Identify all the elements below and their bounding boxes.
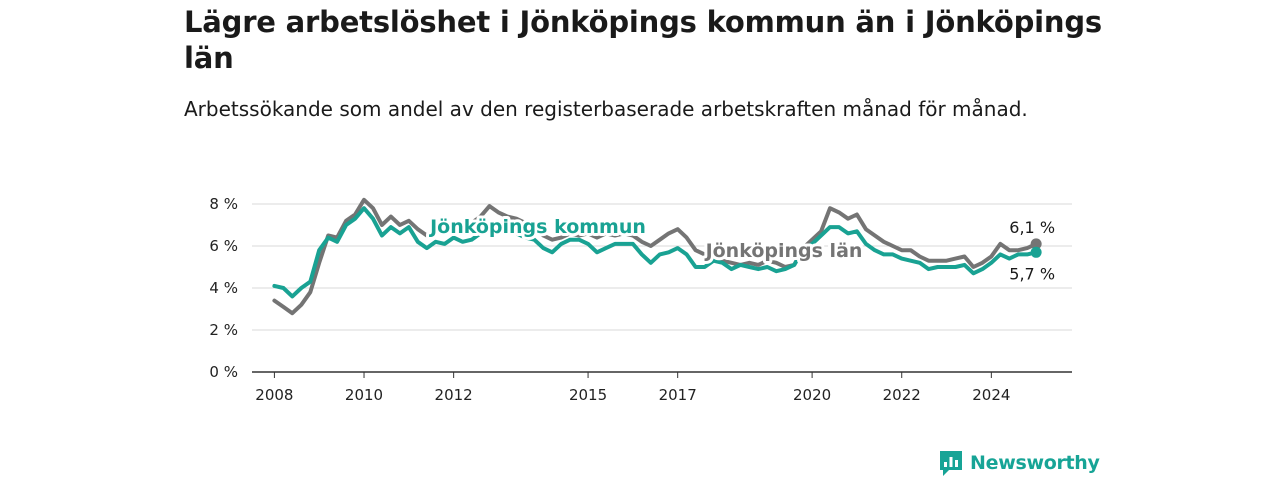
- end-dot-kommun: [1030, 246, 1042, 258]
- series-line-lan: [272, 197, 1039, 316]
- x-tick-label: 2024: [972, 386, 1010, 404]
- chart-subtitle: Arbetssökande som andel av den registerb…: [184, 97, 1028, 121]
- y-tick-label: 2 %: [209, 321, 238, 339]
- newsworthy-chart-logo-icon: [940, 451, 962, 476]
- y-tick-label: 4 %: [209, 279, 238, 297]
- series-lines: [272, 197, 1039, 316]
- x-tick-label: 2020: [793, 386, 831, 404]
- axes: 0 % 2 % 4 % 6 % 8 % 2008 2010 2012 2015 2017 2020 2…: [209, 195, 1072, 404]
- y-tick-label: 0 %: [209, 363, 238, 381]
- x-tick-label: 2015: [569, 386, 607, 404]
- chart-title: Lägre arbetslöshet i Jönköpings kommun ä…: [184, 5, 1102, 75]
- end-label-kommun: 5,7 %: [1009, 264, 1055, 283]
- grid-lines: [252, 203, 1072, 331]
- y-tick-label: 8 %: [209, 195, 238, 213]
- end-label-lan: 6,1 %: [1009, 218, 1055, 237]
- x-tick-label: 2022: [883, 386, 921, 404]
- series-label-lan: Jönköpings län: [704, 240, 863, 262]
- x-tick-label: 2017: [659, 386, 697, 404]
- x-tick-label: 2010: [345, 386, 383, 404]
- series-line-kommun: [272, 206, 1039, 299]
- line-chart: 0 % 2 % 4 % 6 % 8 % 2008 2010 2012 2015 2017 2020 2…: [209, 195, 1072, 404]
- brand-name: Newsworthy: [970, 452, 1100, 474]
- series-label-kommun: Jönköpings kommun: [428, 216, 646, 238]
- end-dot-lan: [1030, 238, 1042, 250]
- x-tick-label: 2012: [435, 386, 473, 404]
- series-labels: Jönköpings kommun Jönköpings län 6,1 % 5,7 …: [425, 213, 1057, 285]
- x-tick-label: 2008: [255, 386, 293, 404]
- y-tick-label: 6 %: [209, 237, 238, 255]
- brand-logo: Newsworthy: [938, 449, 1100, 477]
